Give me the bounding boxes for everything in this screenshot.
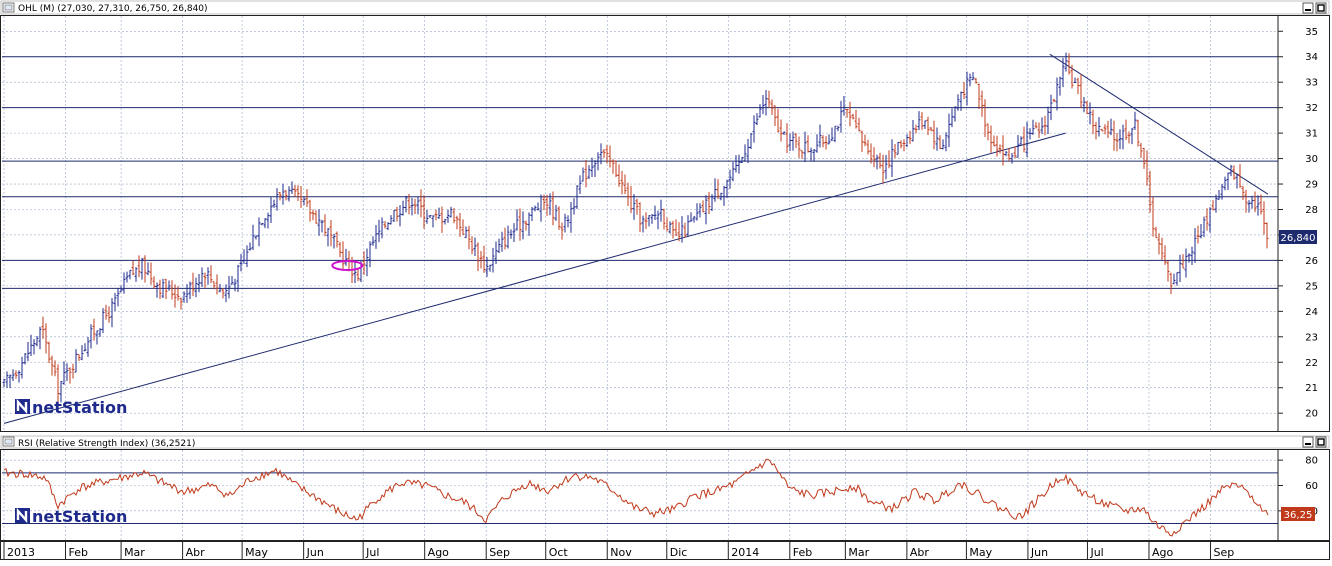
price-minimize-icon[interactable] (1302, 2, 1314, 14)
price-trendline (1049, 53, 1269, 195)
x-tick-label: Nov (610, 546, 632, 559)
price-y-tick-label: 23 (1305, 332, 1318, 343)
rsi-y-tick-label: 80 (1305, 456, 1318, 467)
price-y-tick-label: 34 (1305, 52, 1318, 63)
x-axis-strip (0, 541, 1330, 560)
price-y-tick-label: 31 (1305, 129, 1318, 140)
x-tick-label: Dic (670, 546, 688, 559)
price-y-tick-label: 26 (1305, 256, 1318, 267)
price-y-tick-label: 28 (1305, 205, 1318, 216)
x-axis: 2013 Feb Mar Abr May Jun Jul Ago Sep Oct Nov Dic 201… (3, 542, 1234, 559)
price-maximize-icon[interactable] (1315, 2, 1327, 14)
x-tick-label: Sep (489, 546, 510, 559)
x-tick-label: Mar (848, 546, 869, 559)
price-y-tick-label: 22 (1305, 358, 1318, 369)
x-tick-label: Oct (549, 546, 569, 559)
price-y-tick-label: 33 (1305, 78, 1318, 89)
price-trendlines (3, 53, 1269, 424)
price-bars (2, 52, 1269, 403)
rsi-watermark: netStation (15, 507, 127, 526)
rsi-y-tick-label: 60 (1305, 481, 1318, 492)
price-title-bar (0, 0, 1330, 15)
x-tick-label: Jun (306, 546, 324, 559)
x-tick-label: Jun (1030, 546, 1048, 559)
rsi-title: RSI (Relative Strength Index) (36,2521) (18, 439, 195, 449)
rsi-maximize-icon[interactable] (1315, 436, 1327, 448)
rsi-last-value: 36,25 (1284, 510, 1313, 521)
price-watermark: netStation (15, 398, 127, 417)
price-highlight (331, 260, 364, 272)
price-last-value-label: 26,840 (1279, 230, 1317, 244)
rsi-title-bar (0, 435, 1330, 449)
price-watermark-text: netStation (32, 398, 127, 417)
rsi-grid (2, 450, 1278, 540)
x-tick-label: Ago (1152, 546, 1174, 559)
x-tick-label: 2013 (7, 546, 35, 559)
x-tick-label: May (245, 546, 268, 559)
x-tick-label: Mar (124, 546, 145, 559)
price-y-tick-label: 32 (1305, 103, 1318, 114)
price-y-tick-label: 24 (1305, 307, 1318, 318)
rsi-panel[interactable] (0, 449, 1330, 541)
x-tick-label: Feb (793, 546, 812, 559)
x-tick-label: 2014 (731, 546, 759, 559)
price-title-icon (2, 2, 15, 13)
price-y-tick-label: 20 (1305, 409, 1318, 420)
rsi-series-line (3, 458, 1269, 537)
price-last-value: 26,840 (1281, 233, 1316, 244)
highlight-ellipse (331, 260, 364, 272)
price-y-tick-label: 30 (1305, 154, 1318, 165)
price-trendline (3, 132, 1066, 424)
price-y-tick-label: 21 (1305, 383, 1318, 394)
price-y-tick-label: 35 (1305, 27, 1318, 38)
x-tick-label: May (969, 546, 992, 559)
price-y-tick-label: 29 (1305, 180, 1318, 191)
x-tick-label: Ago (428, 546, 450, 559)
x-tick-label: Feb (69, 546, 88, 559)
price-title: OHL (M) (27,030, 27,310, 26,750, 26,840) (18, 4, 208, 14)
price-support-lines (2, 56, 1278, 289)
x-tick-label: Abr (910, 546, 930, 559)
x-tick-label: Jul (365, 546, 379, 559)
x-tick-label: Sep (1213, 546, 1234, 559)
rsi-last-value-label: 36,25 (1281, 507, 1315, 521)
rsi-minimize-icon[interactable] (1302, 436, 1314, 448)
rsi-line (3, 458, 1269, 537)
price-y-tick-label: 25 (1305, 281, 1318, 292)
rsi-title-icon (2, 436, 15, 447)
price-y-axis: 20212223242526272829303132333435 (1277, 16, 1318, 431)
rsi-watermark-text: netStation (32, 507, 127, 526)
x-tick-label: Abr (186, 546, 206, 559)
x-tick-label: Jul (1089, 546, 1103, 559)
